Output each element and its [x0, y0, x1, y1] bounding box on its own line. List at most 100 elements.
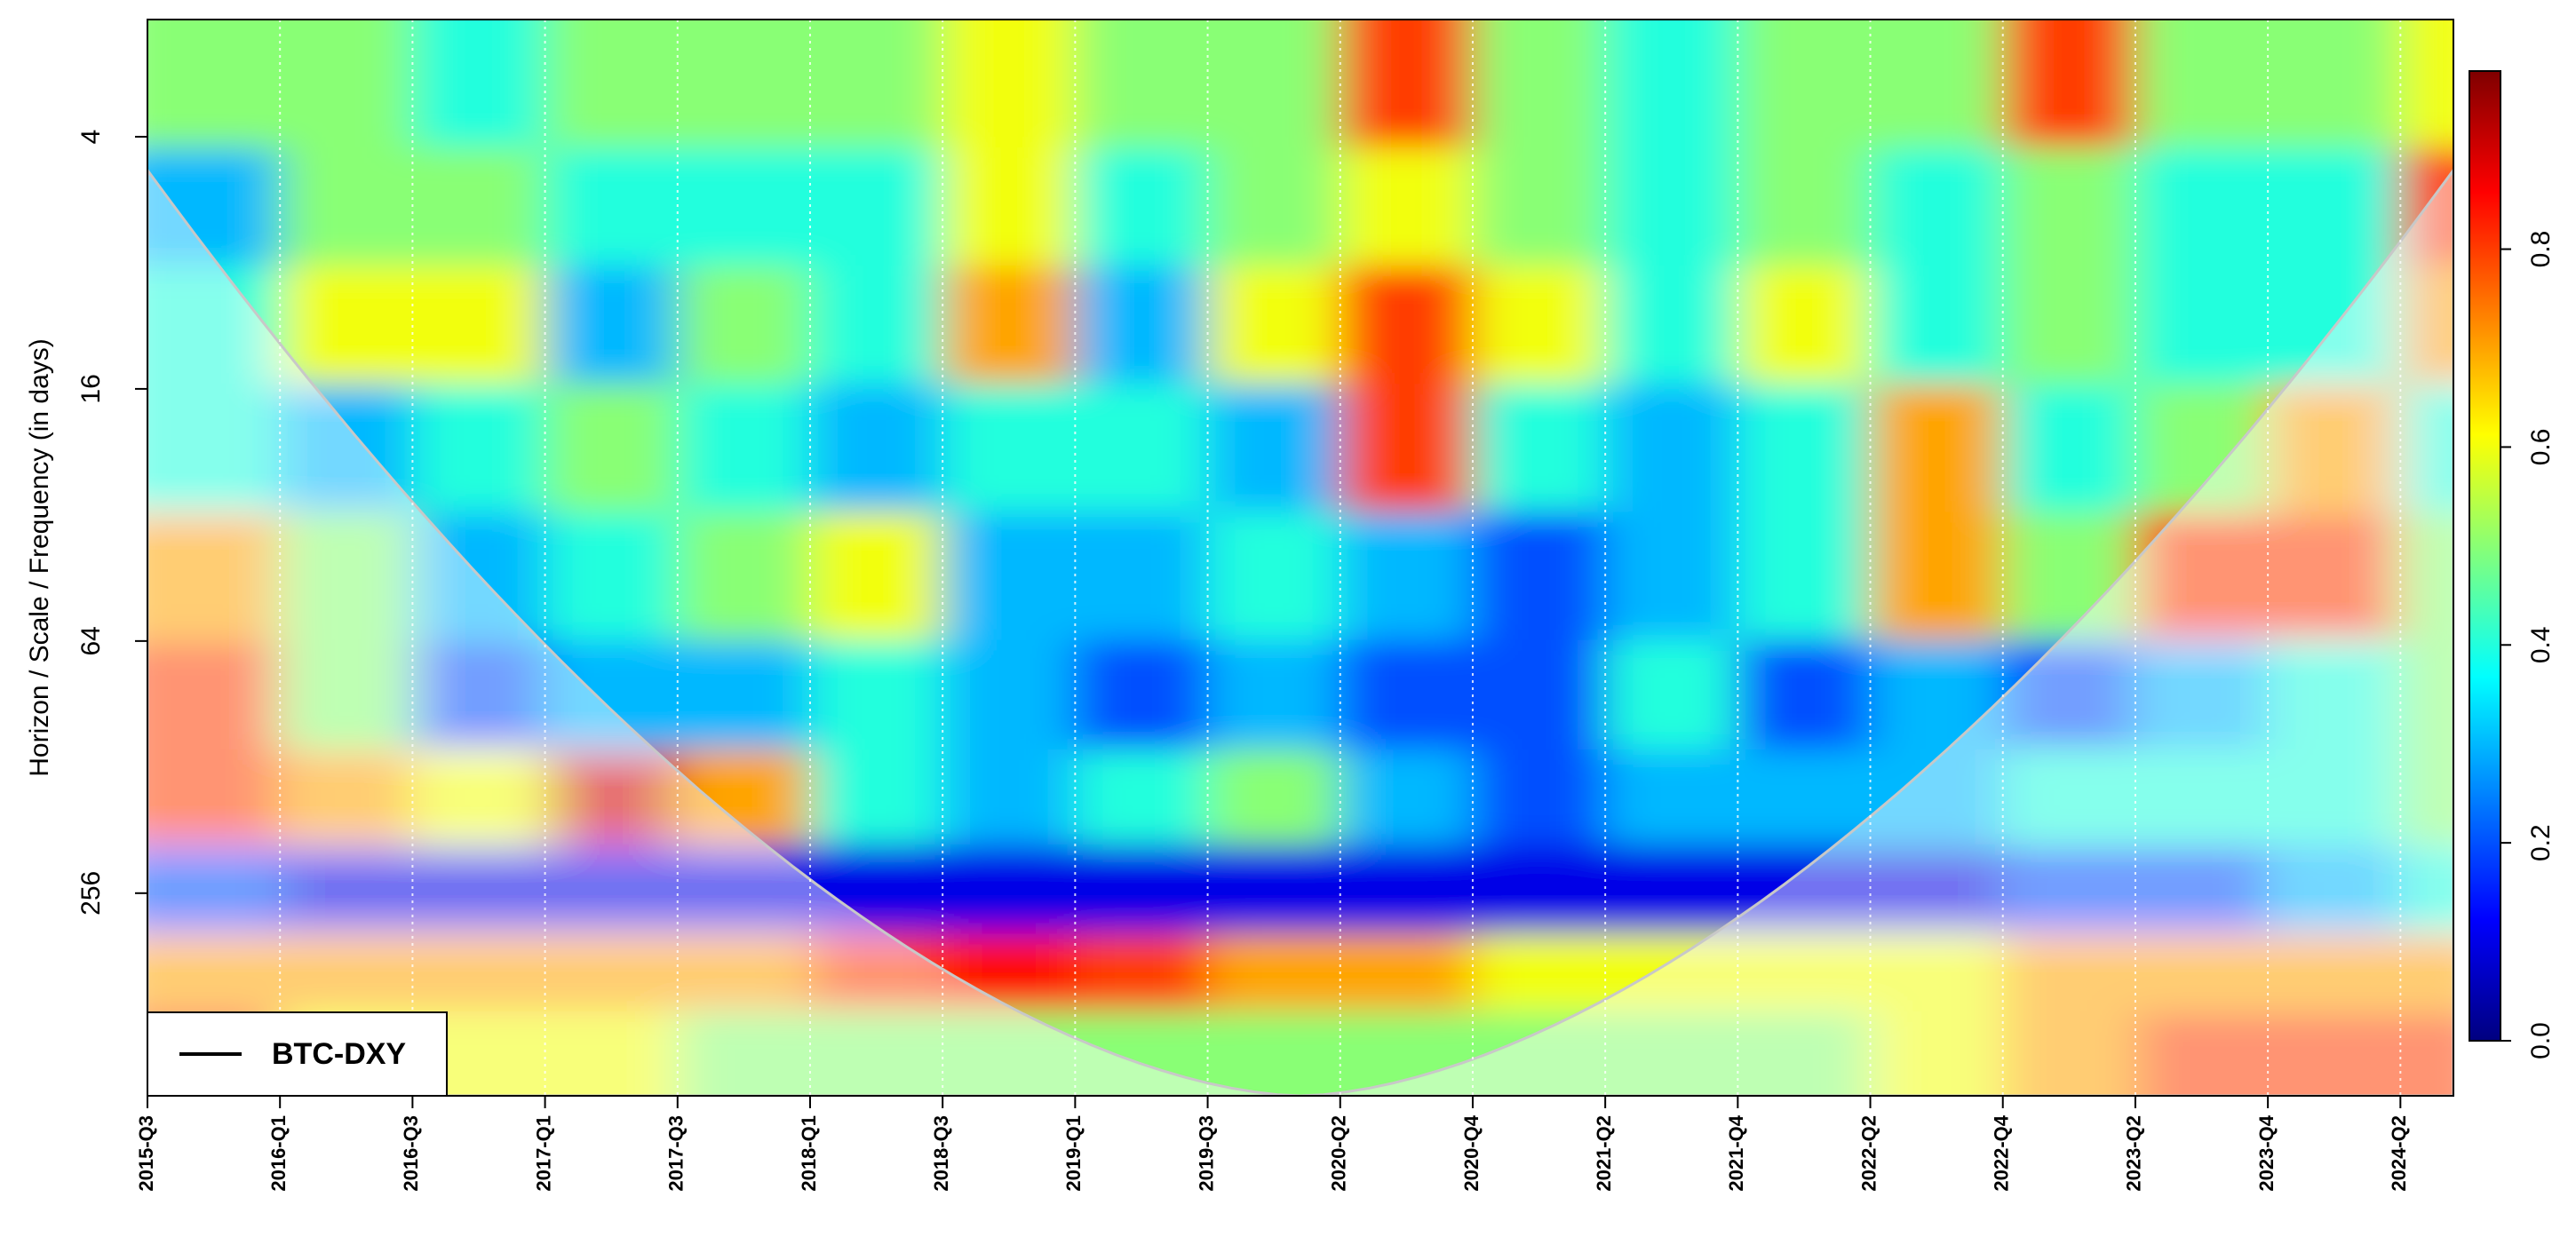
- legend-label: BTC-DXY: [272, 1037, 406, 1071]
- heatmap-cell: [1870, 1011, 2004, 1096]
- heatmap-cell: [1075, 749, 1209, 846]
- heatmap-cell: [1075, 511, 1209, 641]
- heatmap-cell: [942, 511, 1077, 641]
- heatmap-cell: [280, 266, 414, 385]
- heatmap-cell: [2002, 1011, 2136, 1096]
- heatmap-cell: [1472, 511, 1607, 641]
- heatmap-cell: [2268, 844, 2402, 935]
- heatmap-cell: [412, 266, 546, 385]
- heatmap-cell: [2268, 933, 2402, 1012]
- heatmap-cell: [2135, 749, 2270, 846]
- heatmap-cell: [1340, 266, 1474, 385]
- heatmap-cell: [1340, 639, 1474, 751]
- heatmap-cell: [1340, 20, 1474, 149]
- heatmap-cell: [1737, 933, 1872, 1012]
- heatmap-cell: [1870, 20, 2004, 149]
- heatmap-cell: [677, 844, 811, 935]
- heatmap-cell: [1472, 1011, 1607, 1096]
- heatmap-cell: [942, 147, 1077, 267]
- heatmap-cell: [2002, 20, 2136, 149]
- heatmap-cell: [1870, 147, 2004, 267]
- y-tick-label: 256: [76, 871, 106, 916]
- heatmap-cell: [677, 266, 811, 385]
- heatmap-cell: [1737, 384, 1872, 513]
- heatmap-cell: [1870, 844, 2004, 935]
- heatmap-cell: [942, 749, 1077, 846]
- heatmap-cell: [1340, 933, 1474, 1012]
- heatmap-cell: [545, 639, 679, 751]
- heatmap-cell: [2400, 933, 2453, 1012]
- heatmap-cell: [280, 749, 414, 846]
- heatmap-cell: [1737, 639, 1872, 751]
- heatmap-cell: [809, 20, 944, 149]
- heatmap-cell: [2135, 384, 2270, 513]
- heatmap-cell: [1207, 266, 1341, 385]
- heatmap-cell: [412, 844, 546, 935]
- heatmap-cell: [147, 639, 282, 751]
- x-tick-label: 2023-Q2: [2123, 1115, 2145, 1192]
- heatmap-cell: [2268, 1011, 2402, 1096]
- heatmap-cell: [1075, 844, 1209, 935]
- x-tick-label: 2021-Q2: [1593, 1115, 1615, 1192]
- heatmap-cell: [1605, 511, 1739, 641]
- heatmap-cell: [1870, 639, 2004, 751]
- heatmap-cell: [809, 266, 944, 385]
- heatmap-cell: [1737, 844, 1872, 935]
- x-tick-label: 2017-Q3: [665, 1115, 688, 1192]
- heatmap-cell: [677, 147, 811, 267]
- heatmap-cell: [1340, 749, 1474, 846]
- heatmap-cell: [2400, 844, 2453, 935]
- heatmap-cell: [147, 384, 282, 513]
- heatmap-cell: [280, 933, 414, 1012]
- heatmap-cell: [2135, 1011, 2270, 1096]
- heatmap-cell: [147, 266, 282, 385]
- heatmap-cell: [412, 639, 546, 751]
- heatmap-cell: [1207, 384, 1341, 513]
- heatmap-cell: [147, 749, 282, 846]
- plot-area: [147, 20, 2453, 1096]
- heatmap-cell: [677, 511, 811, 641]
- heatmap-cell: [1472, 384, 1607, 513]
- heatmap-cell: [809, 511, 944, 641]
- heatmap-cell: [1075, 20, 1209, 149]
- heatmap-cell: [1075, 384, 1209, 513]
- colorbar: [2469, 70, 2501, 1042]
- heatmap-cell: [280, 511, 414, 641]
- heatmap-cell: [809, 1011, 944, 1096]
- heatmap-cell: [147, 20, 282, 149]
- heatmap-cell: [2135, 147, 2270, 267]
- heatmap-cell: [1605, 933, 1739, 1012]
- heatmap-cell: [2400, 384, 2453, 513]
- heatmap-cell: [280, 844, 414, 935]
- colorbar-tick-label: 0.4: [2526, 626, 2556, 663]
- heatmap-cell: [2135, 844, 2270, 935]
- heatmap-cell: [2135, 933, 2270, 1012]
- colorbar-tick-label: 0.0: [2526, 1022, 2556, 1059]
- heatmap-cell: [412, 20, 546, 149]
- heatmap-cell: [545, 933, 679, 1012]
- colorbar-tick-label: 0.6: [2526, 429, 2556, 466]
- heatmap-cell: [2002, 844, 2136, 935]
- heatmap-cell: [545, 511, 679, 641]
- heatmap-cell: [1737, 1011, 1872, 1096]
- heatmap-cell: [942, 384, 1077, 513]
- heatmap-cell: [1075, 147, 1209, 267]
- heatmap-cell: [1605, 384, 1739, 513]
- heatmap-cell: [1605, 749, 1739, 846]
- heatmap-cell: [280, 384, 414, 513]
- heatmap-cell: [1340, 844, 1474, 935]
- heatmap-cell: [1737, 20, 1872, 149]
- y-tick-label: 64: [76, 626, 106, 655]
- heatmap-cell: [2400, 511, 2453, 641]
- heatmap-cell: [677, 933, 811, 1012]
- heatmap-cell: [2002, 511, 2136, 641]
- heatmap-cell: [809, 639, 944, 751]
- heatmap-cell: [942, 933, 1077, 1012]
- x-tick-label: 2022-Q2: [1857, 1115, 1880, 1192]
- heatmap-cell: [1472, 147, 1607, 267]
- heatmap-cell: [2400, 1011, 2453, 1096]
- heatmap-cell: [1340, 384, 1474, 513]
- x-tick-label: 2023-Q4: [2255, 1114, 2278, 1191]
- heatmap-cell: [1472, 639, 1607, 751]
- heatmap-cell: [1075, 639, 1209, 751]
